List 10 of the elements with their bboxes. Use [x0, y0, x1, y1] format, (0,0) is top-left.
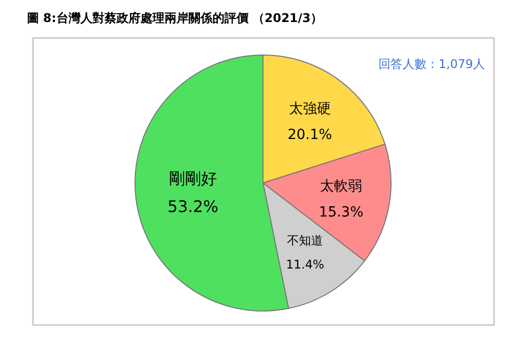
data-label: 53.2% [168, 197, 218, 216]
chart-title: 圖 8:台灣人對蔡政府處理兩岸關係的評價 （2021/3） [27, 11, 323, 25]
slice-label: 剛剛好 [168, 169, 217, 188]
text: 回答人數：1,079人 [378, 57, 485, 71]
slice-label: 太強硬 [288, 100, 331, 117]
data-label: 15.3% [318, 204, 364, 221]
data-label: 20.1% [288, 126, 332, 143]
data-label: 11.4% [286, 257, 324, 272]
slice-label: 不知道 [287, 233, 324, 248]
slice-label: 太軟弱 [320, 178, 362, 195]
